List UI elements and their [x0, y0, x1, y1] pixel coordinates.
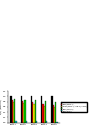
Bar — [24, 100, 26, 122]
Bar — [32, 102, 33, 122]
Bar — [10, 96, 12, 122]
Bar — [21, 96, 22, 122]
Bar — [22, 101, 23, 122]
Bar — [12, 100, 13, 122]
Bar — [42, 104, 44, 122]
Bar — [26, 121, 27, 122]
Bar — [44, 106, 45, 122]
Legend: WT, alg-1(gk214), alg-1(gk214); alg-2(ok304), alg-2(ok304), alg-1(RNAi): WT, alg-1(gk214), alg-1(gk214); alg-2(ok… — [61, 102, 87, 112]
Bar — [54, 107, 55, 122]
Bar — [14, 98, 15, 122]
Bar — [35, 100, 36, 122]
Bar — [53, 105, 54, 122]
Bar — [33, 104, 35, 122]
Bar — [45, 101, 46, 122]
Bar — [52, 96, 53, 122]
Bar — [31, 96, 32, 122]
Bar — [15, 121, 16, 122]
Bar — [13, 102, 14, 122]
Y-axis label: P(k) (embryo): P(k) (embryo) — [0, 100, 2, 114]
Bar — [41, 96, 42, 122]
Bar — [23, 103, 24, 122]
FancyBboxPatch shape — [0, 0, 100, 90]
Bar — [55, 102, 56, 122]
